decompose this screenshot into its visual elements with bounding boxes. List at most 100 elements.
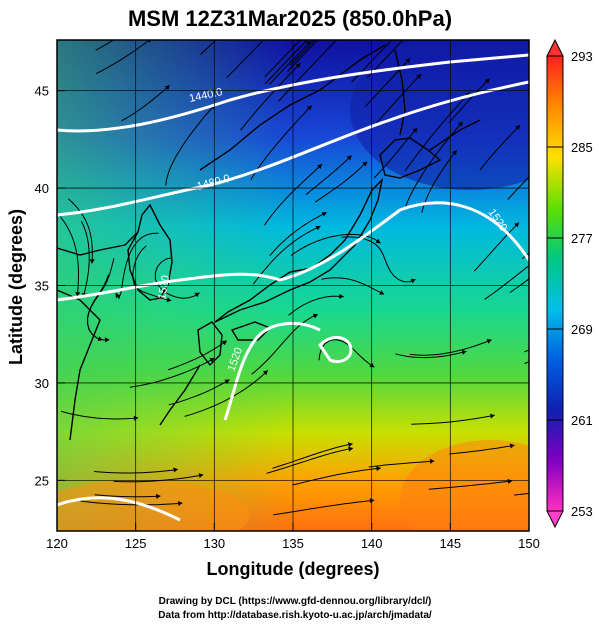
x-tick-label: 120 xyxy=(46,536,68,551)
streamline xyxy=(167,340,228,371)
streamline-arrowhead xyxy=(209,357,215,363)
streamline xyxy=(226,40,265,79)
streamline xyxy=(264,40,308,85)
streamline xyxy=(80,220,90,298)
streamline-arrowhead xyxy=(514,222,519,228)
colorbar-tick-label: 277 xyxy=(571,231,593,246)
streamline-arrowhead xyxy=(317,164,322,170)
colorbar-tick-label: 285 xyxy=(571,140,593,155)
streamline-arrowhead xyxy=(164,85,170,91)
streamline-arrowhead xyxy=(362,161,368,167)
streamline-arrowhead xyxy=(348,446,353,452)
streamline-arrowhead xyxy=(224,379,230,384)
streamline xyxy=(509,278,529,294)
contour-label: 1520 xyxy=(156,274,172,300)
streamline-arrowhead xyxy=(568,217,573,222)
y-tick-label: 30 xyxy=(35,376,49,391)
streamline-arrowhead xyxy=(379,290,385,295)
streamline xyxy=(132,245,172,302)
coastline-hokkaido xyxy=(379,137,442,179)
colorbar-top-arrow xyxy=(546,38,564,57)
y-tick-label: 45 xyxy=(35,84,49,99)
streamline-arrowhead xyxy=(346,155,352,161)
graticule xyxy=(57,40,529,531)
streamline xyxy=(95,40,151,75)
streamline-arrowhead xyxy=(484,78,490,84)
streamline xyxy=(121,85,171,122)
streamline-arrowhead xyxy=(75,292,81,297)
y-tick-label: 40 xyxy=(35,181,49,196)
streamline xyxy=(200,40,217,55)
streamline xyxy=(366,40,404,78)
streamline-arrowhead xyxy=(452,150,457,156)
streamlines xyxy=(59,40,529,516)
contour-1520-d xyxy=(318,336,353,364)
streamline xyxy=(95,40,115,51)
streamline-arrowhead xyxy=(542,252,547,257)
streamline xyxy=(484,265,529,300)
streamline xyxy=(87,274,109,341)
streamline xyxy=(368,460,435,468)
y-tick-label: 25 xyxy=(35,473,49,488)
streamline-arrowhead xyxy=(581,338,586,343)
x-tick-label: 135 xyxy=(282,536,304,551)
streamline-arrowhead xyxy=(410,278,416,284)
credit-drawing: Drawing by DCL (https://www.gfd-dennou.o… xyxy=(159,596,432,607)
streamline xyxy=(341,236,416,283)
streamline xyxy=(269,40,312,85)
contour-1520-b xyxy=(223,321,321,421)
streamline xyxy=(80,500,183,506)
streamline xyxy=(251,313,318,375)
streamline xyxy=(376,73,422,124)
streamline xyxy=(266,447,354,474)
streamline xyxy=(448,78,490,124)
x-tick-label: 145 xyxy=(439,536,461,551)
streamline xyxy=(252,225,321,285)
streamline-arrowhead xyxy=(156,493,161,499)
coastline-russia xyxy=(199,44,386,171)
streamline-arrowhead xyxy=(457,121,463,127)
x-axis-title: Longitude (degrees) xyxy=(206,559,379,579)
contour-1480 xyxy=(57,80,529,217)
colorbar: 293 285 277 269 261 253 xyxy=(546,38,593,529)
streamline xyxy=(373,127,418,179)
streamline xyxy=(288,295,344,316)
streamline xyxy=(278,40,338,102)
streamline xyxy=(250,105,312,180)
streamline xyxy=(292,467,381,486)
streamline xyxy=(154,257,200,299)
streamline-arrowhead xyxy=(429,458,435,464)
streamline-arrowhead xyxy=(97,336,103,342)
coastline-kyushu xyxy=(197,321,223,367)
streamline-arrowhead xyxy=(376,466,381,472)
streamline xyxy=(269,211,327,257)
streamline-arrowhead xyxy=(416,74,421,79)
streamline-arrowhead xyxy=(221,340,227,346)
streamline-arrowhead xyxy=(340,32,345,37)
streamline xyxy=(409,339,492,356)
coastline-sakhalin xyxy=(394,49,481,151)
coastlines xyxy=(57,44,481,441)
colorbar-body xyxy=(546,55,564,512)
streamline-arrowhead xyxy=(306,105,312,111)
colorbar-tick-label: 261 xyxy=(571,413,593,428)
streamline xyxy=(395,350,467,359)
streamline xyxy=(240,62,301,131)
x-tick-label: 140 xyxy=(361,536,383,551)
streamline-arrowhead xyxy=(461,349,467,355)
streamline xyxy=(272,443,353,469)
streamline xyxy=(404,91,471,172)
streamline-arrowhead xyxy=(166,297,172,303)
streamline xyxy=(479,124,521,171)
streamline xyxy=(129,357,215,388)
streamline xyxy=(168,379,230,406)
colorbar-ticks: 293 285 277 269 261 253 xyxy=(547,49,593,519)
x-axis: 120 125 130 135 140 145 150 xyxy=(46,523,540,551)
streamline-arrowhead xyxy=(115,293,121,299)
streamline-arrowhead xyxy=(321,212,327,217)
streamline-arrowhead xyxy=(412,127,418,133)
streamline xyxy=(165,104,216,186)
streamline xyxy=(321,277,385,295)
y-tick-label: 35 xyxy=(35,279,49,294)
warm-area-southwest xyxy=(57,480,250,531)
